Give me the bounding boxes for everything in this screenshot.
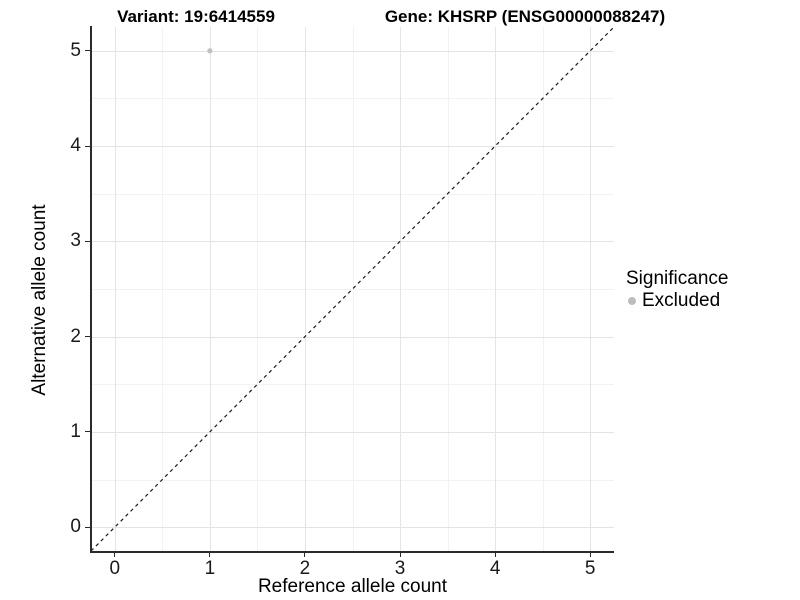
y-tick <box>85 526 90 528</box>
y-tick-label: 1 <box>70 420 81 442</box>
y-tick <box>85 145 90 147</box>
x-tick <box>399 552 401 557</box>
x-tick-label: 5 <box>584 558 596 579</box>
x-tick-label: 0 <box>109 558 121 579</box>
minor-gridline-y <box>91 289 614 290</box>
y-tick <box>85 240 90 242</box>
major-gridline-y <box>91 146 614 148</box>
legend-item: Excluded <box>626 290 728 312</box>
legend-item-label: Excluded <box>642 290 721 311</box>
major-gridline-y <box>91 50 614 52</box>
plot-title-gene: Gene: KHSRP (ENSG00000088247) <box>384 7 666 26</box>
y-tick <box>85 50 90 52</box>
x-tick <box>589 552 591 557</box>
plot-title-variant: Variant: 19:6414559 <box>117 7 275 26</box>
y-axis-title: Alternative allele count <box>29 204 50 396</box>
x-tick <box>494 552 496 557</box>
x-tick-label: 1 <box>204 558 216 579</box>
y-tick-label: 5 <box>70 39 81 61</box>
major-gridline-x <box>304 27 306 551</box>
data-point <box>207 48 213 54</box>
x-tick-label: 4 <box>489 558 501 579</box>
minor-gridline-y <box>91 384 614 386</box>
plot-panel <box>91 27 614 551</box>
y-axis-line <box>90 26 92 551</box>
major-gridline-y <box>91 336 614 338</box>
y-tick-label: 0 <box>70 516 81 538</box>
y-tick-label: 4 <box>70 135 81 157</box>
x-tick <box>209 552 211 557</box>
x-axis-title: Reference allele count <box>257 576 448 597</box>
major-gridline-x <box>590 27 592 551</box>
y-tick <box>85 431 90 433</box>
major-gridline-y <box>91 431 614 433</box>
major-gridline-y <box>91 241 614 243</box>
x-tick <box>304 552 306 557</box>
major-gridline-x <box>495 27 497 551</box>
y-tick-label: 3 <box>70 230 81 252</box>
y-tick-label: 2 <box>70 325 81 347</box>
minor-gridline-y <box>91 479 614 481</box>
x-tick-label: 2 <box>299 558 311 579</box>
major-gridline-y <box>91 527 614 529</box>
minor-gridline-y <box>91 193 614 195</box>
legend-marker-circle-icon <box>628 297 636 305</box>
minor-gridline-y <box>91 98 614 100</box>
x-tick-label: 3 <box>394 558 406 579</box>
identity-line <box>91 27 614 551</box>
major-gridline-x <box>209 27 211 551</box>
major-gridline-x <box>400 27 402 551</box>
y-tick <box>85 336 90 338</box>
plot-layer <box>91 27 614 551</box>
x-axis-line <box>90 551 614 553</box>
legend: Significance Excluded <box>626 268 728 312</box>
legend-title: Significance <box>626 268 729 289</box>
x-tick <box>114 552 116 557</box>
major-gridline-x <box>114 27 116 551</box>
